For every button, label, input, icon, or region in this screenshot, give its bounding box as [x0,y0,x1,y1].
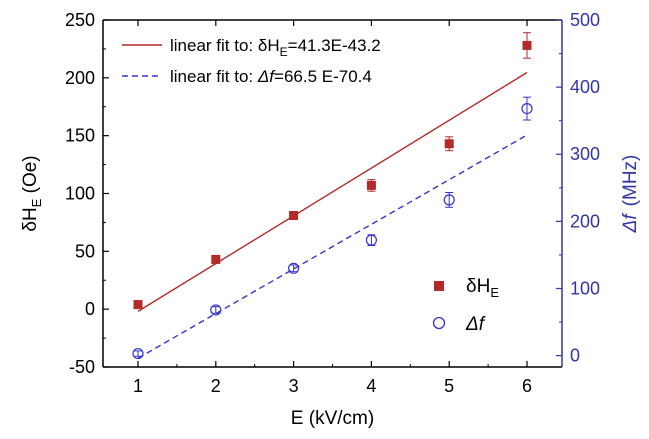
y-right-tick-label: 400 [570,77,600,97]
legend-series-1-label: Δf [465,314,486,335]
x-tick-label: 2 [211,376,221,396]
series-marks [132,32,533,360]
data-point-circle [365,234,377,246]
data-point-circle [132,347,144,360]
x-tick-label: 6 [522,376,532,396]
fit-legend-1-suffix: =66.5 E-70.4 [274,67,372,86]
y-right-tick-label: 0 [570,346,580,366]
data-point-circle [521,102,533,115]
fit-legend: linear fit to: δHE=41.3E-43.2 linear fit… [122,36,381,86]
x-tick-label: 1 [133,376,143,396]
y-axis-right: 0 100 200 300 400 500 [556,10,600,366]
fit-legend-label-1: linear fit to: Δf=66.5 E-70.4 [170,67,372,86]
fit-lines [137,71,528,359]
y-left-tick-label: 150 [65,126,95,146]
y-left-title-subscript: E [29,198,44,207]
x-tick-label: 5 [444,376,454,396]
data-point-square [211,254,221,264]
y-right-axis-title: Δf (MHz) [620,155,641,234]
fit-legend-0-suffix: =41.3E-43.2 [288,36,381,55]
fit-legend-1-prefix: linear fit to: [170,67,258,86]
data-point-circle [288,262,300,274]
fit-legend-0-subscript: E [280,45,288,59]
fit-line-1 [137,134,528,359]
x-axis: 1 2 3 4 5 6 [133,20,532,396]
y-right-tick-label: 100 [570,278,600,298]
data-point-circle [210,304,222,316]
y-right-title-unit: (MHz) [620,155,641,207]
x-axis-title: E (kV/cm) [291,408,374,429]
legend-series-0-label: δHE [466,276,499,300]
x-tick-label: 3 [289,376,299,396]
y-left-tick-label: 0 [85,299,95,319]
data-point-square [366,180,376,190]
y-left-tick-label: -50 [69,357,95,377]
legend-series-0-name: δH [466,276,490,297]
y-left-title-symbol: δH [20,207,41,231]
y-left-tick-label: 200 [65,68,95,88]
legend-open-circle-marker [432,316,446,330]
series-legend: δHE Δf [432,276,499,335]
y-left-tick-label: 50 [75,241,95,261]
fit-legend-1-symbol: Δf [257,67,276,86]
fit-legend-0-prefix: linear fit to: δH [170,36,280,55]
fit-line-0 [137,71,528,312]
legend-filled-square-marker [434,281,444,291]
y-right-tick-label: 500 [570,10,600,30]
fit-legend-label-0: linear fit to: δHE=41.3E-43.2 [170,36,381,59]
data-point-square [522,40,532,50]
y-left-axis-title: δHE (Oe) [20,155,44,231]
data-point-square [444,139,454,149]
y-left-tick-label: 100 [65,184,95,204]
x-tick-label: 4 [366,376,376,396]
data-point-circle [443,194,455,206]
y-right-tick-label: 300 [570,144,600,164]
data-point-square [133,300,143,310]
y-left-tick-label: 250 [65,10,95,30]
y-left-title-unit: (Oe) [20,155,41,198]
y-axis-left: -50 0 50 100 150 200 250 [65,10,109,377]
y-right-tick-label: 200 [570,211,600,231]
legend-series-0-subscript: E [490,285,499,300]
y-right-title-symbol: Δf [620,213,641,234]
data-point-square [289,210,299,220]
